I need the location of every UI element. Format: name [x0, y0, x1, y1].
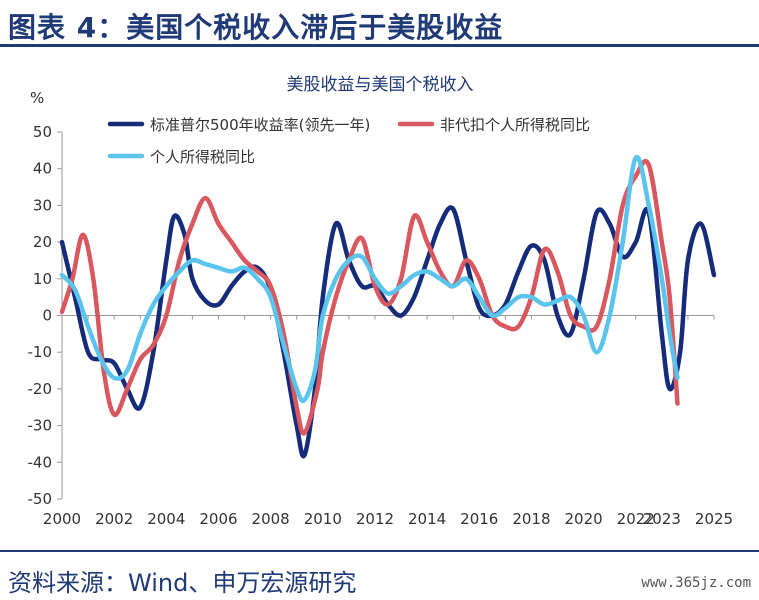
x-tick-label: 2002: [95, 510, 133, 528]
x-tick-label: 2014: [408, 510, 446, 528]
watermark: www.365jz.com: [641, 575, 751, 591]
series-layer: [59, 154, 717, 459]
y-tick-label: 30: [33, 196, 52, 214]
x-tick-label: 2022: [617, 510, 655, 528]
y-tick-label: 0: [42, 307, 52, 325]
legend-label: 非代扣个人所得税同比: [440, 116, 590, 134]
legend-item-0: 标准普尔500年收益率(领先一年): [107, 116, 370, 134]
x-tick-label: 2000: [43, 510, 81, 528]
legend-item-2: 个人所得税同比: [107, 148, 255, 166]
x-tick-label: 2010: [304, 510, 342, 528]
y-tick-label: -20: [28, 380, 53, 398]
y-axis: 50 40 30 20 10 0 -10 -20 -30 -40 -50: [28, 123, 63, 508]
y-tick-label: -50: [28, 490, 53, 508]
y-tick-label: -30: [28, 417, 53, 435]
x-tick-label: 2023: [643, 510, 681, 528]
y-tick-label: 10: [33, 270, 52, 288]
series-line-2: [59, 154, 680, 404]
figure-title: 图表 4：美国个税收入滞后于美股收益: [8, 11, 504, 44]
x-tick-label: 2020: [565, 510, 603, 528]
footer-divider: [0, 550, 759, 552]
y-tick-label: 50: [33, 123, 52, 141]
legend-label: 标准普尔500年收益率(领先一年): [150, 116, 370, 134]
y-tick-label: -40: [28, 453, 53, 471]
x-tick-label: 2016: [460, 510, 498, 528]
report-header: 图表 4：美国个税收入滞后于美股收益: [0, 0, 759, 48]
x-tick-label: 2025: [695, 510, 733, 528]
x-axis: 2000 2002 2004 2006 2008 2010 2012 2014 2016 2018…: [43, 315, 733, 528]
y-tick-label: 20: [33, 233, 52, 251]
x-tick-label: 2006: [199, 510, 237, 528]
x-tick-label: 2018: [512, 510, 550, 528]
header-divider: [0, 44, 759, 47]
legend-label: 个人所得税同比: [150, 148, 255, 166]
y-tick-label: -10: [28, 343, 53, 361]
series-line-1: [59, 158, 680, 436]
x-tick-label: 2008: [252, 510, 290, 528]
x-tick-label: 2012: [356, 510, 394, 528]
y-axis-unit-label: %: [30, 89, 44, 107]
source-note: 资料来源：Wind、申万宏源研究: [8, 569, 357, 597]
line-chart: 美股收益与美国个税收入 % 标准普尔500年收益率(领先一年) 非代扣个人所得税同…: [28, 75, 734, 528]
x-tick-label: 2004: [147, 510, 185, 528]
y-tick-label: 40: [33, 160, 52, 178]
legend-item-1: 非代扣个人所得税同比: [397, 116, 590, 134]
chart-title: 美股收益与美国个税收入: [287, 75, 474, 95]
